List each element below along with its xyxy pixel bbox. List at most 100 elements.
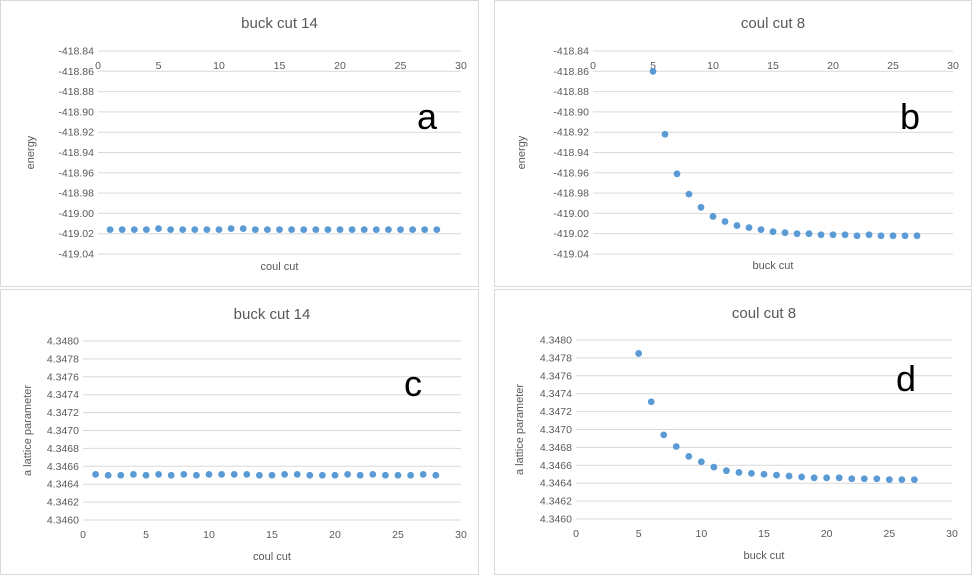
x-tick-label: 0: [573, 528, 579, 540]
x-tick-label: 15: [758, 528, 770, 540]
data-point: [433, 226, 441, 234]
chart-svg-a: -418.84 -418.86 -418.88 -418.90 -418.92 -418.…: [25, 15, 467, 273]
data-point: [205, 470, 213, 478]
data-point: [118, 226, 126, 234]
data-point: [781, 229, 789, 237]
x-tick-label: 5: [636, 528, 642, 540]
y-tick-label: -418.86: [553, 66, 589, 78]
x-tick-label: 15: [266, 529, 278, 541]
x-tick-label: 25: [883, 528, 895, 540]
data-point: [407, 471, 414, 479]
data-point: [798, 473, 805, 481]
x-tick-label: 20: [329, 529, 341, 541]
data-point: [336, 226, 344, 234]
data-point: [409, 226, 416, 234]
x-tick-label: 5: [143, 529, 149, 541]
data-point: [300, 226, 308, 234]
y-tick-label: 4.3472: [47, 407, 79, 419]
data-point: [853, 232, 861, 240]
y-tick-label: 4.3464: [540, 478, 572, 490]
chart-panel-c: 4.3480 4.3478 4.3476 4.3474 4.3472 4.3470 4.34…: [0, 289, 479, 575]
y-axis-label: energy: [25, 135, 37, 169]
data-point: [106, 226, 114, 234]
data-point: [385, 226, 392, 234]
data-point: [319, 471, 326, 479]
data-point: [672, 443, 680, 450]
data-point: [130, 226, 138, 234]
x-tick-label: 15: [274, 60, 286, 72]
x-tick-label: 30: [946, 528, 958, 540]
x-tick-label: 10: [213, 60, 225, 72]
y-tick-label: 4.3466: [47, 461, 79, 473]
panel-letter: b: [900, 96, 920, 137]
data-point: [356, 471, 364, 479]
y-tick-label: -418.88: [58, 86, 94, 98]
x-tick-label: 15: [767, 60, 779, 72]
x-axis-label: coul cut: [261, 261, 299, 273]
data-point: [697, 458, 705, 466]
y-tick-label: -419.00: [553, 208, 589, 220]
y-tick-label: 4.3470: [540, 424, 572, 436]
chart-svg-b: -418.84 -418.86 -418.88 -418.90 -418.92 -418.…: [516, 15, 959, 272]
y-tick-label: 4.3474: [47, 389, 79, 401]
data-point: [155, 470, 163, 478]
chart-title: coul cut 8: [741, 15, 805, 32]
data-point: [372, 226, 380, 234]
data-point: [913, 232, 921, 240]
data-point: [348, 226, 356, 234]
data-point: [239, 225, 247, 233]
y-tick-label: -418.88: [553, 86, 589, 98]
data-point: [685, 452, 693, 460]
data-point: [268, 471, 276, 479]
data-point: [167, 471, 175, 479]
y-tick-label: -419.00: [58, 208, 94, 220]
y-tick-label: 4.3462: [540, 496, 572, 508]
y-tick-label: -418.98: [58, 188, 94, 200]
data-point: [823, 474, 831, 482]
data-point: [117, 471, 125, 479]
y-tick-label: 4.3480: [47, 336, 79, 348]
chart-panel-d: 4.3480 4.3478 4.3476 4.3474 4.3472 4.3470 4.34…: [494, 289, 972, 575]
data-point: [203, 226, 211, 234]
data-point: [397, 226, 404, 234]
x-tick-label: 25: [392, 529, 404, 541]
data-point: [710, 463, 718, 471]
y-tick-label: -418.98: [553, 188, 589, 200]
data-point: [421, 226, 429, 234]
data-point: [829, 231, 837, 239]
y-tick-label: -418.96: [553, 167, 589, 179]
data-point: [251, 226, 259, 234]
data-point: [733, 222, 741, 229]
data-point: [835, 474, 843, 482]
data-point: [647, 398, 655, 406]
chart-title: buck cut 14: [234, 306, 311, 323]
y-axis-label: energy: [516, 135, 528, 169]
data-point: [723, 467, 730, 475]
data-point: [805, 230, 813, 238]
y-tick-label: -418.90: [58, 106, 94, 118]
data-point: [167, 226, 175, 234]
data-point: [142, 471, 150, 479]
y-tick-label: -418.86: [58, 66, 94, 78]
data-point: [360, 226, 368, 234]
data-point: [898, 476, 906, 484]
x-axis-label: buck cut: [744, 550, 785, 562]
x-tick-label: 0: [80, 529, 86, 541]
panel-letter: d: [896, 358, 916, 399]
y-tick-label: -418.90: [553, 106, 589, 118]
x-tick-label: 10: [695, 528, 707, 540]
y-tick-label: 4.3460: [540, 514, 572, 526]
x-tick-label: 20: [827, 60, 839, 72]
y-tick-label: 4.3478: [540, 352, 572, 364]
data-point: [760, 470, 768, 478]
panel-letter: a: [417, 96, 438, 137]
y-tick-label: -419.02: [58, 228, 94, 240]
chart-svg-d: 4.3480 4.3478 4.3476 4.3474 4.3472 4.3470 4.34…: [514, 305, 958, 562]
data-point: [104, 471, 112, 479]
y-tick-label: -418.92: [58, 127, 94, 139]
data-point: [143, 226, 150, 234]
data-point: [180, 470, 188, 478]
x-tick-label: 20: [821, 528, 833, 540]
data-point: [848, 475, 856, 483]
data-point: [306, 471, 314, 479]
